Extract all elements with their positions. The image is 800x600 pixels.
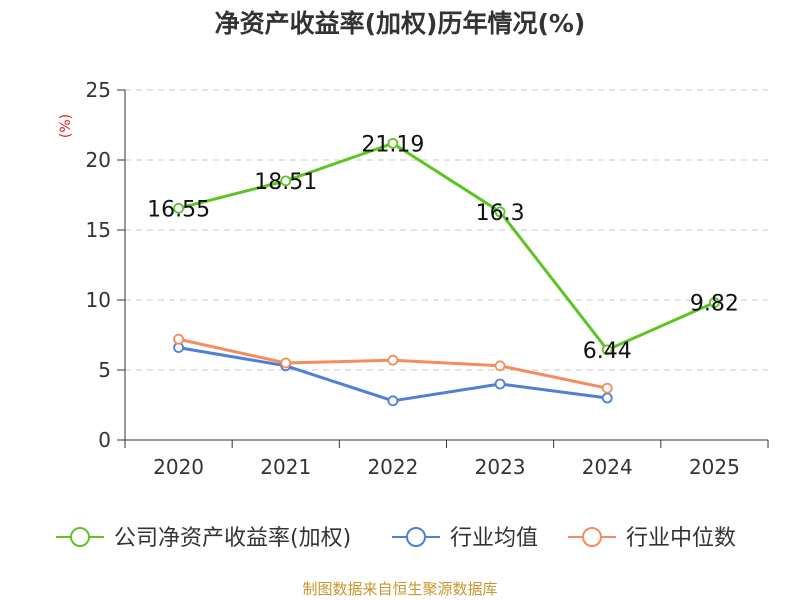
legend-item-1[interactable]: 行业均值	[392, 526, 538, 551]
data-point[interactable]	[601, 392, 613, 404]
series-lines	[173, 137, 720, 407]
y-tick-label: 0	[98, 428, 111, 452]
x-tick-label-2023: 2023	[475, 455, 526, 479]
source-note: 制图数据来自恒生聚源数据库	[302, 580, 497, 598]
x-tick-label-2021: 2021	[260, 455, 311, 479]
chart-title: 净资产收益率(加权)历年情况(%)	[215, 9, 586, 38]
legend-label: 行业中位数	[626, 526, 736, 551]
data-label: 16.55	[147, 197, 210, 222]
data-point[interactable]	[709, 297, 720, 308]
data-point[interactable]	[601, 382, 613, 394]
data-label: 18.51	[254, 170, 317, 195]
data-label: 21.19	[361, 132, 424, 157]
data-point[interactable]	[173, 202, 184, 214]
legend-item-2[interactable]: 行业中位数	[568, 526, 736, 551]
legend-label: 公司净资产收益率(加权)	[114, 526, 351, 551]
data-point[interactable]	[494, 206, 506, 218]
data-labels: 16.55 18.51 21.19 16.3 6.44 9.82	[147, 132, 739, 364]
y-tick-label: 25	[86, 78, 111, 102]
data-point[interactable]	[280, 175, 292, 187]
y-tick-label: 5	[98, 358, 111, 382]
legend-swatch-marker	[70, 527, 90, 547]
data-label: 6.44	[583, 339, 632, 364]
grid-lines	[125, 89, 768, 371]
x-tick-label-2022: 2022	[367, 455, 418, 479]
y-axis-label: (%)	[58, 114, 74, 138]
legend-item-0[interactable]: 公司净资产收益率(加权)	[56, 526, 351, 551]
data-point[interactable]	[601, 344, 613, 356]
data-point[interactable]	[494, 360, 506, 372]
y-tick-label: 10	[86, 288, 111, 312]
legend-swatch-marker	[582, 527, 602, 547]
data-point[interactable]	[387, 137, 399, 149]
data-point[interactable]	[173, 333, 184, 345]
x-tick-label-2020: 2020	[153, 455, 204, 479]
legend-swatch-marker	[406, 527, 426, 547]
data-point[interactable]	[387, 354, 399, 366]
y-tick-label: 15	[86, 218, 111, 242]
x-tick-label-2025: 2025	[689, 455, 740, 479]
y-tick-label: 20	[86, 148, 111, 172]
data-label: 16.3	[476, 201, 525, 226]
legend-label: 行业均值	[450, 526, 538, 551]
data-label: 9.82	[690, 292, 739, 317]
data-point[interactable]	[387, 395, 399, 407]
data-point[interactable]	[280, 357, 292, 369]
series-line-0	[178, 141, 716, 352]
x-tick-label-2024: 2024	[582, 455, 633, 479]
legend[interactable]: 公司净资产收益率(加权) 行业均值 行业中位数	[56, 526, 736, 551]
data-point[interactable]	[494, 378, 506, 390]
